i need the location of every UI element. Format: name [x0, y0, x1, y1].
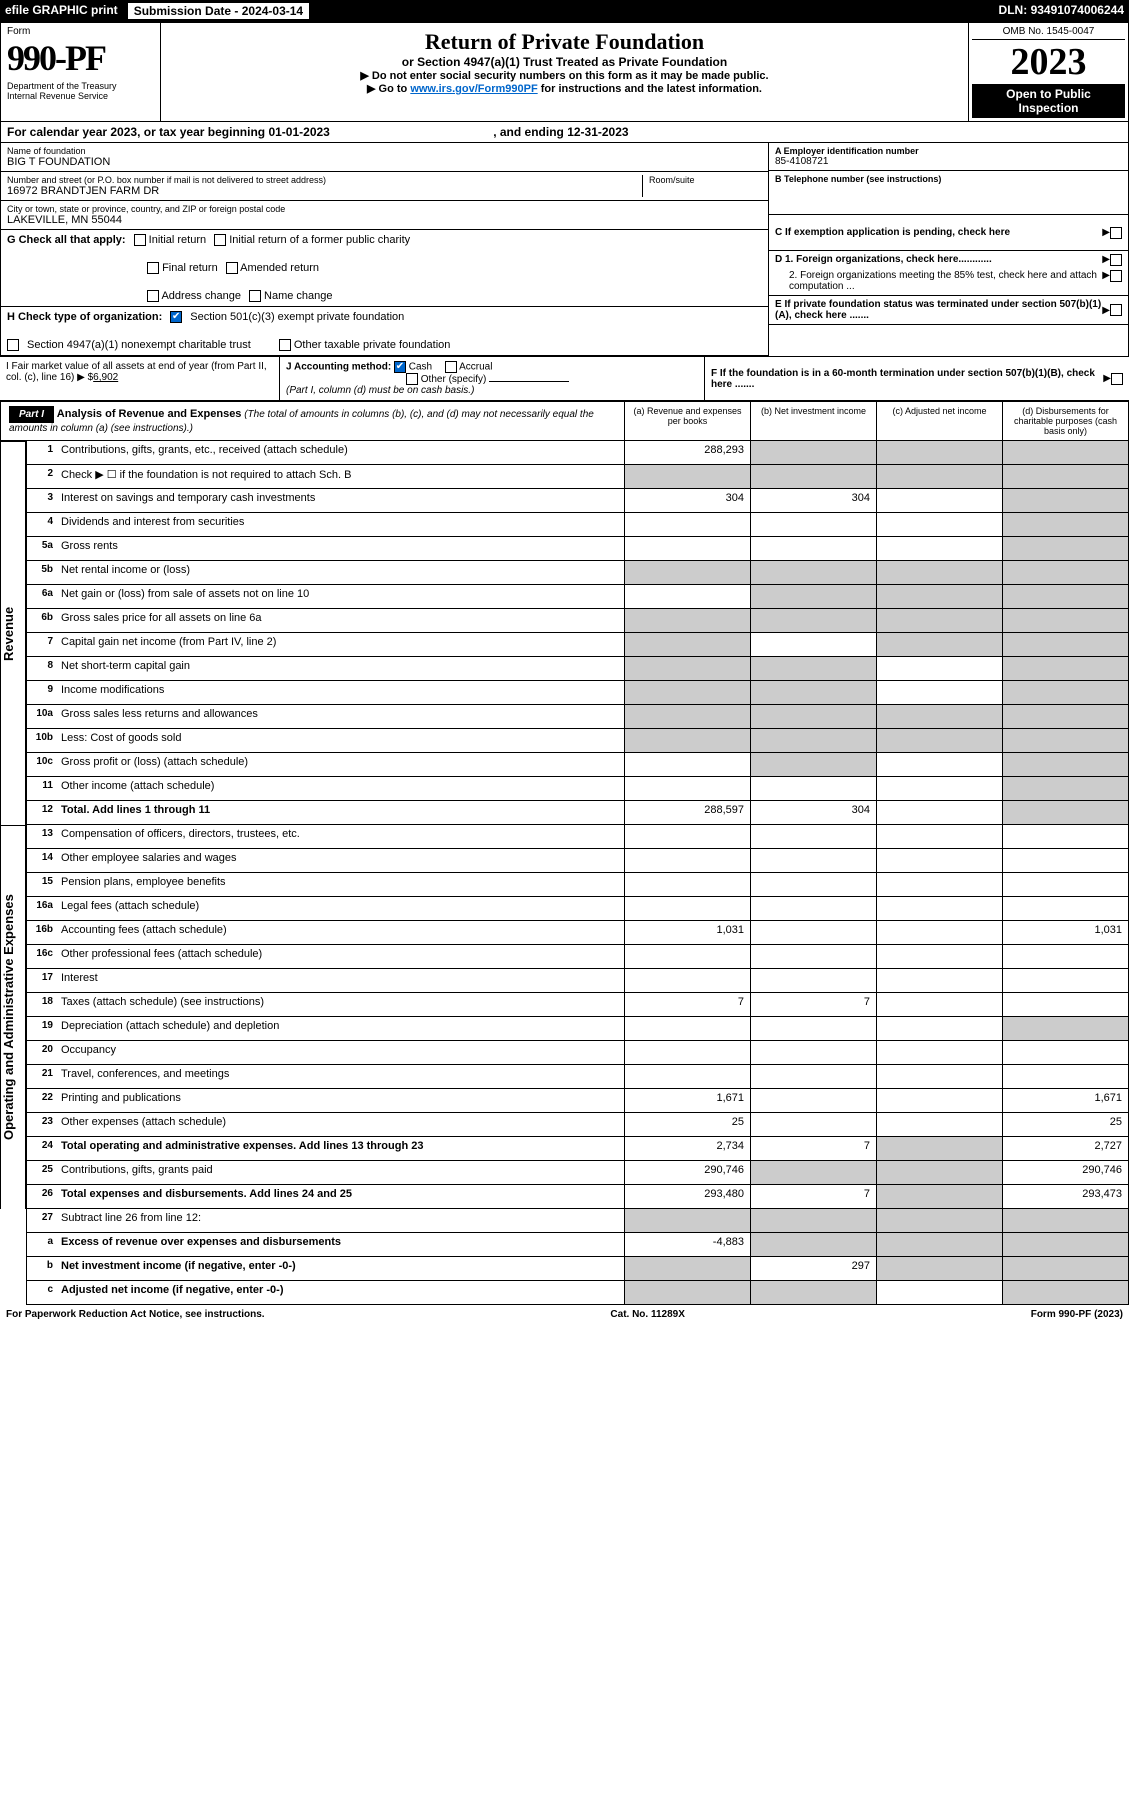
line-16b: 16b Accounting fees (attach schedule) 1,… [26, 921, 1129, 945]
col-a-header: (a) Revenue and expenses per books [624, 402, 750, 440]
line-2: 2 Check ▶ ☐ if the foundation is not req… [26, 465, 1129, 489]
col-c-header: (c) Adjusted net income [876, 402, 1002, 440]
checkbox-d1[interactable] [1110, 254, 1122, 266]
col-d-header: (d) Disbursements for charitable purpose… [1002, 402, 1128, 440]
checkbox-other-method[interactable] [406, 373, 418, 385]
checkbox-f[interactable] [1111, 373, 1123, 385]
ein: A Employer identification number 85-4108… [769, 143, 1128, 171]
street-address: Number and street (or P.O. box number if… [1, 172, 768, 201]
checkbox-final-return[interactable] [147, 262, 159, 274]
line-11: 11 Other income (attach schedule) [26, 777, 1129, 801]
irs-link[interactable]: www.irs.gov/Form990PF [410, 83, 537, 95]
city-state-zip: City or town, state or province, country… [1, 201, 768, 230]
part1-header: Part I Analysis of Revenue and Expenses … [0, 401, 1129, 441]
expense-section: Operating and Administrative Expenses 13… [0, 825, 1129, 1209]
line-7: 7 Capital gain net income (from Part IV,… [26, 633, 1129, 657]
submission-date: Submission Date - 2024-03-14 [128, 3, 309, 19]
line-27: 27 Subtract line 26 from line 12: [26, 1209, 1129, 1233]
line-13: 13 Compensation of officers, directors, … [26, 825, 1129, 849]
form-header: Form 990-PF Department of the Treasury I… [0, 22, 1129, 122]
checkbox-name-change[interactable] [249, 290, 261, 302]
checkbox-4947a1[interactable] [7, 339, 19, 351]
line-17: 17 Interest [26, 969, 1129, 993]
entity-info: Name of foundation BIG T FOUNDATION Numb… [0, 143, 1129, 357]
line-5a: 5a Gross rents [26, 537, 1129, 561]
line-10a: 10a Gross sales less returns and allowan… [26, 705, 1129, 729]
year-box: OMB No. 1545-0047 2023 Open to Public In… [968, 23, 1128, 121]
line-12: 12 Total. Add lines 1 through 11 288,597… [26, 801, 1129, 825]
checkbox-other-taxable[interactable] [279, 339, 291, 351]
line-16c: 16c Other professional fees (attach sche… [26, 945, 1129, 969]
line-8: 8 Net short-term capital gain [26, 657, 1129, 681]
checkbox-accrual[interactable] [445, 361, 457, 373]
page-footer: For Paperwork Reduction Act Notice, see … [0, 1305, 1129, 1324]
line-9: 9 Income modifications [26, 681, 1129, 705]
line-10b: 10b Less: Cost of goods sold [26, 729, 1129, 753]
checkbox-e[interactable] [1110, 304, 1122, 316]
checkbox-address-change[interactable] [147, 290, 159, 302]
line-22: 22 Printing and publications 1,671 1,671 [26, 1089, 1129, 1113]
calendar-year: For calendar year 2023, or tax year begi… [0, 122, 1129, 143]
line-23: 23 Other expenses (attach schedule) 25 2… [26, 1113, 1129, 1137]
h-org-type: H Check type of organization: Section 50… [1, 307, 768, 356]
line-1: 1 Contributions, gifts, grants, etc., re… [26, 441, 1129, 465]
checkbox-cash[interactable] [394, 361, 406, 373]
line-3: 3 Interest on savings and temporary cash… [26, 489, 1129, 513]
line-6b: 6b Gross sales price for all assets on l… [26, 609, 1129, 633]
line-20: 20 Occupancy [26, 1041, 1129, 1065]
line-16a: 16a Legal fees (attach schedule) [26, 897, 1129, 921]
line-18: 18 Taxes (attach schedule) (see instruct… [26, 993, 1129, 1017]
checkbox-d2[interactable] [1110, 270, 1122, 282]
col-b-header: (b) Net investment income [750, 402, 876, 440]
c-exemption: C If exemption application is pending, c… [769, 215, 1128, 251]
line-14: 14 Other employee salaries and wages [26, 849, 1129, 873]
line-21: 21 Travel, conferences, and meetings [26, 1065, 1129, 1089]
phone: B Telephone number (see instructions) [769, 171, 1128, 215]
revenue-section: Revenue 1 Contributions, gifts, grants, … [0, 441, 1129, 825]
foundation-name: Name of foundation BIG T FOUNDATION [1, 143, 768, 172]
line-27a: a Excess of revenue over expenses and di… [26, 1233, 1129, 1257]
checkbox-initial-former[interactable] [214, 234, 226, 246]
top-bar: efile GRAPHIC print Submission Date - 20… [0, 0, 1129, 22]
line-25: 25 Contributions, gifts, grants paid 290… [26, 1161, 1129, 1185]
line-15: 15 Pension plans, employee benefits [26, 873, 1129, 897]
e-terminated: E If private foundation status was termi… [769, 296, 1128, 325]
dln: DLN: 93491074006244 [999, 3, 1124, 19]
line-10c: 10c Gross profit or (loss) (attach sched… [26, 753, 1129, 777]
line-27b: b Net investment income (if negative, en… [26, 1257, 1129, 1281]
line-19: 19 Depreciation (attach schedule) and de… [26, 1017, 1129, 1041]
line-26: 26 Total expenses and disbursements. Add… [26, 1185, 1129, 1209]
d-foreign: D 1. Foreign organizations, check here..… [769, 251, 1128, 296]
form-number-box: Form 990-PF Department of the Treasury I… [1, 23, 161, 121]
checkbox-initial-return[interactable] [134, 234, 146, 246]
checkbox-amended[interactable] [226, 262, 238, 274]
g-checkboxes: G Check all that apply: Initial return I… [1, 230, 768, 307]
efile-label: efile GRAPHIC print [5, 3, 118, 19]
line-24: 24 Total operating and administrative ex… [26, 1137, 1129, 1161]
line-27c: c Adjusted net income (if negative, ente… [26, 1281, 1129, 1305]
ij-row: I Fair market value of all assets at end… [0, 357, 1129, 401]
form-title: Return of Private Foundation or Section … [161, 23, 968, 121]
checkbox-501c3[interactable] [170, 311, 182, 323]
line-4: 4 Dividends and interest from securities [26, 513, 1129, 537]
line-6a: 6a Net gain or (loss) from sale of asset… [26, 585, 1129, 609]
line-5b: 5b Net rental income or (loss) [26, 561, 1129, 585]
checkbox-c[interactable] [1110, 227, 1122, 239]
